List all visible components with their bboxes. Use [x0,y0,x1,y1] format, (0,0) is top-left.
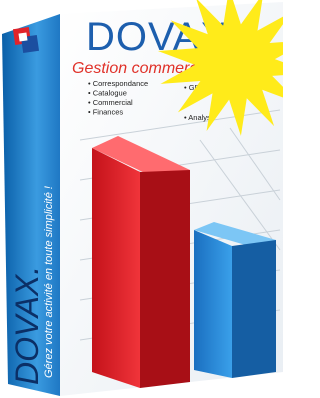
spine-tagline: Gérez votre activité en toute simplicité… [43,186,55,378]
software-box: DOVAX Gestion commerciale • Correspondan… [0,0,283,398]
feature-item: • Finances [88,108,123,117]
feature-item: • Correspondance [88,79,148,88]
spine-brand: DOVAX. [9,266,45,385]
feature-item: • Catalogue [88,89,127,98]
red-bar [92,136,190,388]
feature-item: • Commercial [88,98,133,107]
